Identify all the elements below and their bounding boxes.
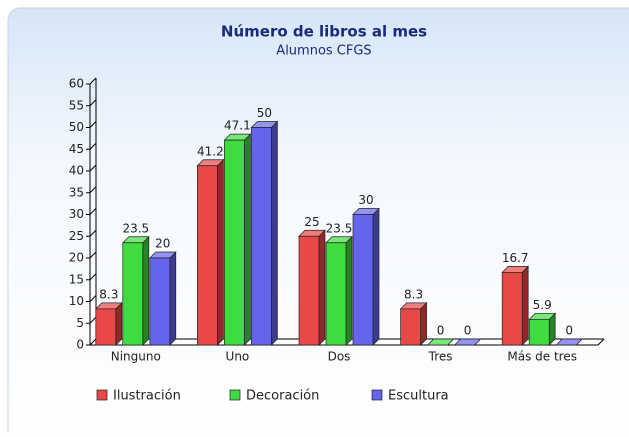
legend-label: Ilustración <box>113 389 181 404</box>
bar-side <box>420 302 427 346</box>
legend-swatch <box>229 389 241 401</box>
bar <box>251 127 272 346</box>
data-label: 23.5 <box>122 221 149 235</box>
bar-side <box>142 235 150 346</box>
bar-side <box>244 133 251 346</box>
data-label: 20 <box>155 237 170 251</box>
y-tick-label: 40 <box>69 164 84 178</box>
bar <box>501 272 523 346</box>
bar-side <box>521 265 529 346</box>
y-tick-label: 35 <box>69 185 84 199</box>
y-tick-depth <box>89 208 97 215</box>
bar-side <box>372 207 380 346</box>
bar <box>149 257 171 346</box>
y-tick-label: 0 <box>76 338 84 352</box>
bar-side <box>115 302 123 346</box>
bar <box>400 308 421 346</box>
bar <box>352 214 374 346</box>
data-label: 30 <box>358 193 373 207</box>
y-tick-label: 55 <box>69 98 84 112</box>
data-label: 41.2 <box>197 144 224 158</box>
y-tick-label: 50 <box>69 120 84 134</box>
y-tick-depth <box>89 295 97 302</box>
bar-side <box>318 229 326 346</box>
bar <box>528 318 550 346</box>
y-tick-label: 15 <box>69 272 84 286</box>
y-tick-depth <box>89 164 97 172</box>
data-label: 8.3 <box>404 287 423 301</box>
y-tick-depth <box>89 77 97 85</box>
bar <box>298 235 320 346</box>
data-label: 25 <box>304 215 319 229</box>
data-label: 0 <box>437 324 445 338</box>
bar <box>197 165 218 346</box>
y-tick-label: 5 <box>76 316 84 330</box>
bar <box>122 242 144 346</box>
data-label: 0 <box>464 324 472 338</box>
legend-swatch <box>371 389 383 401</box>
data-label: 23.5 <box>326 221 353 235</box>
y-tick-depth <box>89 316 97 324</box>
bar <box>325 242 347 346</box>
bar <box>224 139 245 346</box>
bar-side <box>169 251 177 346</box>
data-label: 5.9 <box>533 298 552 312</box>
y-tick-depth <box>89 251 97 259</box>
legend-label: Decoración <box>246 389 319 404</box>
y-tick-depth <box>89 273 97 281</box>
y-tick-label: 25 <box>69 229 84 243</box>
bar-side <box>345 235 353 346</box>
y-tick-label: 60 <box>69 77 84 91</box>
x-tick-label: Tres <box>428 350 453 364</box>
data-label: 8.3 <box>99 287 118 301</box>
bar-side <box>217 158 224 346</box>
x-tick-label: Ninguno <box>111 350 161 364</box>
y-tick-label: 30 <box>69 207 84 221</box>
bar-side <box>271 120 278 346</box>
x-tick-label: Dos <box>328 350 351 364</box>
chart-title: Número de libros al mes <box>221 23 427 41</box>
y-tick-depth <box>89 186 97 194</box>
y-tick-depth <box>89 121 97 128</box>
data-label: 47.1 <box>224 119 251 133</box>
x-tick-label: Uno <box>226 350 250 364</box>
y-tick-label: 45 <box>69 142 84 156</box>
bar-top <box>555 338 584 346</box>
bar-top <box>426 338 455 346</box>
y-tick-depth <box>89 338 97 346</box>
x-tick-label: Más de tres <box>507 350 577 364</box>
legend-label: Escultura <box>388 389 449 404</box>
y-tick-depth <box>89 99 97 107</box>
bar-top <box>453 338 482 346</box>
data-label: 50 <box>257 106 272 120</box>
y-tick-label: 10 <box>69 294 84 308</box>
y-tick-depth <box>89 142 97 150</box>
data-label: 0 <box>565 324 573 338</box>
floor-edge <box>597 338 605 346</box>
y-tick-depth <box>89 229 97 237</box>
legend-swatch <box>96 389 108 401</box>
chart-subtitle: Alumnos CFGS <box>276 44 371 59</box>
bar <box>95 308 117 346</box>
y-tick-label: 20 <box>69 251 84 265</box>
data-label: 16.7 <box>502 251 529 265</box>
